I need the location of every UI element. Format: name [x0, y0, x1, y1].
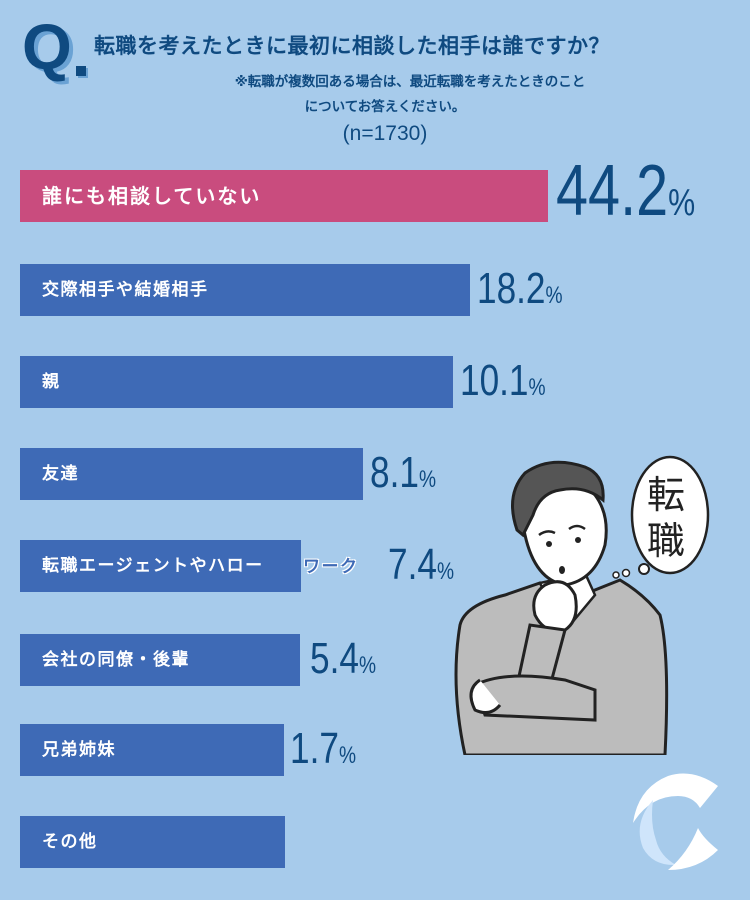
- value-unit: %: [545, 282, 563, 309]
- bar-value: 5.4%: [310, 634, 376, 684]
- value-number: 7.4: [388, 540, 437, 589]
- value-unit: %: [338, 742, 357, 769]
- value-unit: %: [528, 374, 546, 401]
- value-number: 1.7: [290, 724, 339, 773]
- bar-label: 友達: [42, 464, 79, 484]
- bar-label-overflow: ワーク: [303, 557, 359, 577]
- value-unit: %: [436, 558, 455, 585]
- q-mark: Q: [22, 12, 94, 82]
- bar-value: 1.7%: [290, 724, 356, 774]
- bar-value: 44.2%: [556, 150, 695, 232]
- q-letter: Q: [22, 11, 72, 83]
- bar-value: 8.1%: [370, 448, 436, 498]
- thinking-businessman-icon: [454, 460, 669, 755]
- bubble-char-1: 転: [646, 473, 685, 517]
- value-number: 18.2: [477, 264, 546, 313]
- bar-other: その他: [20, 816, 285, 868]
- thought-bubble-icon: [612, 455, 710, 579]
- bar-label: 会社の同僚・後輩: [42, 650, 190, 670]
- sample-size: (n=1730): [342, 122, 428, 145]
- bar-value: 18.2%: [477, 264, 563, 314]
- bar-coworkers: 会社の同僚・後輩: [20, 634, 300, 686]
- bar-friends: 友達: [20, 448, 363, 500]
- bubble-text: 転 職: [644, 472, 688, 564]
- bubble-char-2: 職: [646, 519, 685, 563]
- value-number: 5.4: [310, 634, 359, 683]
- bar-parents: 親: [20, 356, 453, 408]
- bar-label: 転職エージェントやハロー: [42, 556, 264, 576]
- value-unit: %: [418, 466, 437, 493]
- bar-partner: 交際相手や結婚相手: [20, 264, 470, 316]
- bar-value: 10.1%: [460, 356, 546, 406]
- value-number: 44.2: [556, 151, 669, 231]
- value-unit: %: [668, 182, 696, 224]
- bar-agent: 転職エージェントやハロー: [20, 540, 301, 592]
- bar-siblings: 兄弟姉妹: [20, 724, 284, 776]
- value-number: 10.1: [460, 356, 529, 405]
- value-number: 8.1: [370, 448, 419, 497]
- brand-logo-icon: [633, 773, 718, 870]
- bar-no-one: 誰にも相談していない: [20, 170, 548, 222]
- bar-value: 7.4%: [388, 540, 454, 590]
- question-note-line1: ※転職が複数回ある場合は、最近転職を考えたときのこと: [234, 74, 586, 90]
- bar-label: その他: [42, 832, 98, 852]
- q-dot: [76, 66, 86, 76]
- value-unit: %: [358, 652, 377, 679]
- bar-label: 交際相手や結婚相手: [42, 280, 209, 300]
- bar-label: 兄弟姉妹: [42, 740, 116, 760]
- question-title: 転職を考えたときに最初に相談した相手は誰ですか？: [94, 34, 610, 58]
- question-note-line2: についてお答えください。: [304, 99, 466, 115]
- bar-label: 誰にも相談していない: [42, 184, 262, 208]
- bar-label: 親: [42, 372, 61, 392]
